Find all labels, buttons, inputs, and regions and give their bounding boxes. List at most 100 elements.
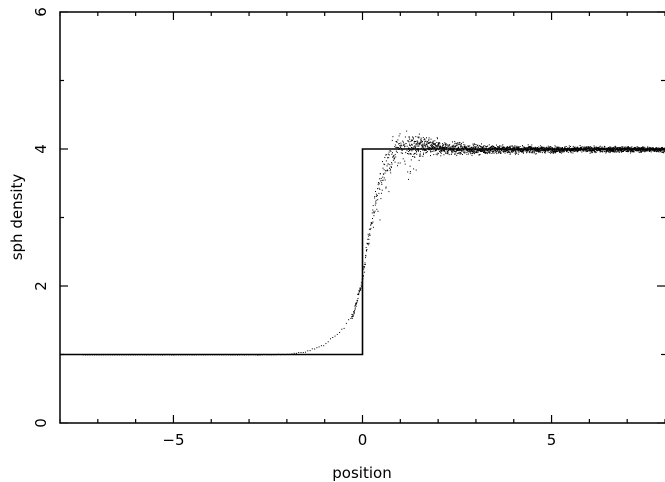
data-point <box>638 150 640 151</box>
data-point <box>449 144 451 146</box>
data-point <box>550 146 552 148</box>
data-point <box>389 150 391 152</box>
data-point <box>486 146 488 147</box>
data-point <box>492 147 494 149</box>
data-point <box>371 212 373 214</box>
data-point <box>365 255 367 257</box>
data-point <box>392 159 394 161</box>
data-point <box>525 147 527 148</box>
data-point <box>370 223 372 225</box>
data-point <box>559 149 561 151</box>
data-point <box>655 150 657 152</box>
data-point <box>405 143 407 144</box>
data-point <box>334 335 336 337</box>
data-point <box>365 247 367 248</box>
data-point <box>655 147 657 149</box>
data-point <box>437 144 439 146</box>
data-point <box>464 146 466 148</box>
data-point <box>591 150 593 152</box>
data-point <box>533 147 535 149</box>
data-point <box>327 341 329 343</box>
data-point <box>512 146 514 148</box>
data-point <box>599 145 601 147</box>
data-point <box>358 294 360 296</box>
data-point <box>626 151 627 152</box>
data-point <box>594 151 596 153</box>
data-point <box>656 147 658 148</box>
data-point <box>351 316 353 318</box>
data-point <box>353 311 355 313</box>
data-point <box>624 146 626 148</box>
data-point <box>435 145 436 147</box>
y-axis-label: sph density <box>8 174 26 261</box>
data-point <box>478 145 480 147</box>
data-point <box>432 150 434 152</box>
data-point <box>555 149 557 151</box>
data-point <box>493 152 495 154</box>
data-point <box>439 151 440 153</box>
data-point <box>514 152 516 154</box>
data-point <box>510 145 512 147</box>
data-point <box>472 151 474 153</box>
data-point <box>488 151 490 153</box>
data-point <box>415 169 417 171</box>
data-point <box>416 151 418 153</box>
data-point <box>544 151 545 153</box>
data-point <box>448 149 450 151</box>
data-point <box>537 147 538 149</box>
data-point <box>454 141 456 143</box>
data-point <box>526 152 528 154</box>
data-point <box>572 150 574 152</box>
data-point <box>293 352 295 354</box>
data-point <box>516 152 518 154</box>
data-point <box>486 153 488 155</box>
data-point <box>497 147 499 149</box>
data-point <box>415 141 417 143</box>
data-point <box>503 151 505 152</box>
data-point <box>390 167 392 168</box>
data-point <box>482 146 484 148</box>
data-point <box>507 149 509 151</box>
data-point <box>386 169 388 171</box>
data-point <box>460 150 462 152</box>
data-point <box>416 149 418 151</box>
data-point <box>570 150 572 152</box>
data-point <box>409 138 411 140</box>
data-point <box>414 152 416 154</box>
data-point <box>438 147 440 149</box>
data-point <box>420 137 422 139</box>
data-point <box>464 152 466 154</box>
data-point <box>439 150 441 152</box>
data-point <box>494 147 496 149</box>
data-point <box>440 147 442 149</box>
data-point <box>501 145 503 147</box>
data-point <box>617 150 618 152</box>
data-point <box>499 145 501 147</box>
data-point <box>409 145 411 146</box>
data-point <box>469 151 471 153</box>
data-point <box>530 147 532 149</box>
data-point <box>472 143 474 145</box>
data-point <box>460 144 462 146</box>
data-point <box>473 146 475 147</box>
data-point <box>412 139 413 141</box>
data-point <box>641 150 643 152</box>
data-point <box>455 150 457 152</box>
data-point <box>546 146 548 148</box>
data-point <box>581 151 583 153</box>
data-point <box>355 303 357 305</box>
data-point <box>390 166 392 167</box>
data-point <box>389 170 391 172</box>
data-point <box>445 153 447 154</box>
data-point <box>594 149 595 151</box>
data-point <box>524 147 526 149</box>
data-point <box>563 149 565 151</box>
data-point <box>363 266 365 268</box>
data-point <box>653 150 655 152</box>
data-point <box>386 154 388 156</box>
data-point <box>437 142 439 144</box>
data-point <box>452 151 454 153</box>
data-point <box>418 133 420 135</box>
data-point <box>597 149 599 151</box>
data-point <box>471 149 473 151</box>
